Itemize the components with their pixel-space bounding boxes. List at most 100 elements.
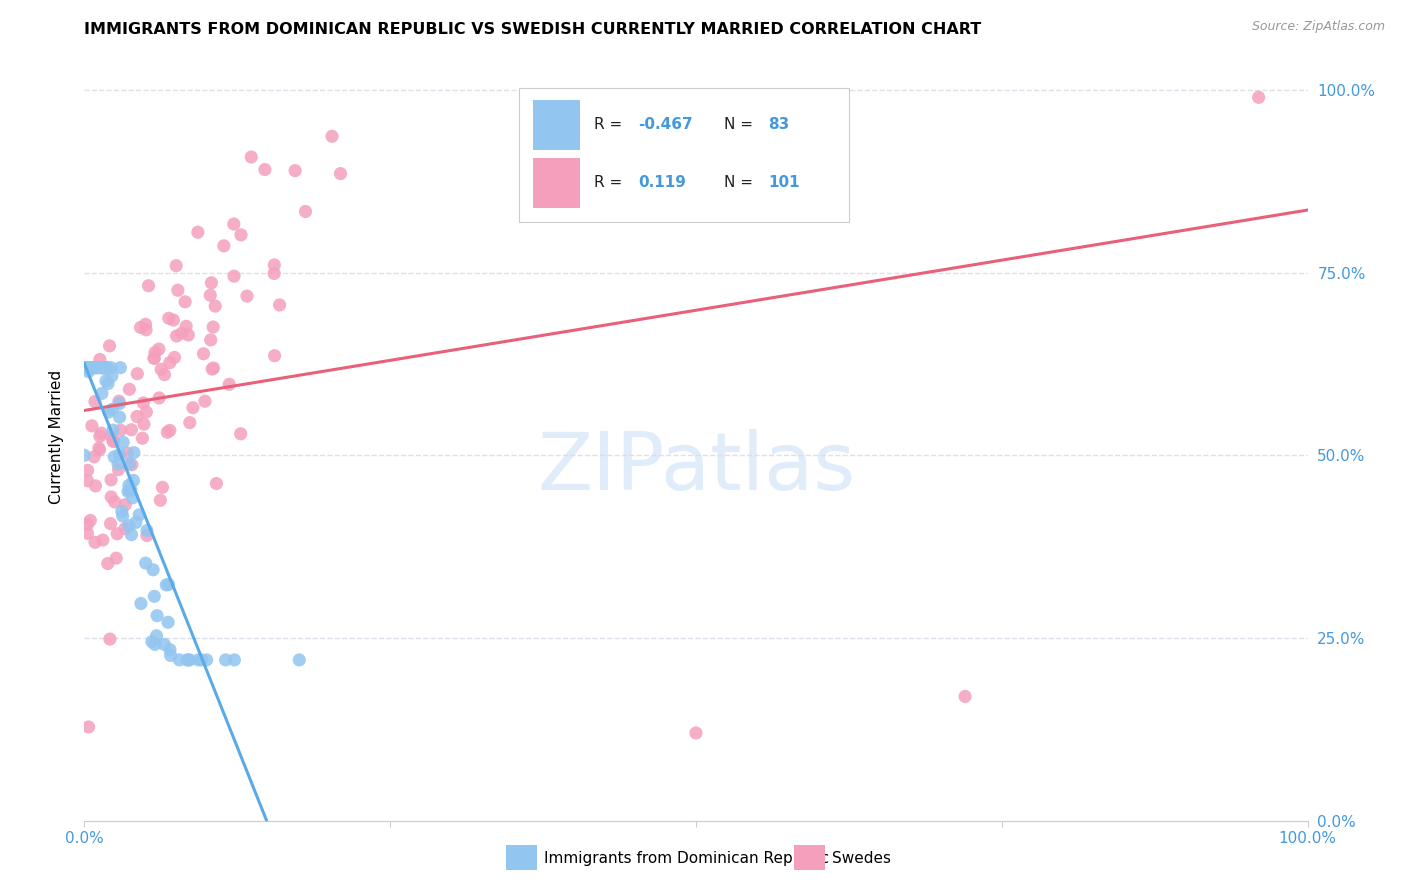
Point [89,442,111,457]
Point [118,382,141,396]
Text: 101: 101 [768,175,800,190]
Point [79,360,101,375]
Point [108,410,131,425]
Point [83,450,105,464]
Point [101,434,124,449]
Point [129,320,152,334]
Point [110,423,132,437]
Point [157,577,180,591]
Point [76,360,98,375]
Point [89,429,111,443]
Point [179,653,201,667]
Text: -0.467: -0.467 [638,118,693,132]
Point [76,517,98,532]
Point [82,360,104,375]
Point [90,360,112,375]
Text: Swedes: Swedes [832,852,891,866]
Point [82,360,104,375]
Point [157,615,180,630]
Point [111,508,134,523]
Point [91,360,114,375]
Point [94,374,117,388]
Point [284,163,307,178]
Point [97,376,120,391]
Point [111,504,134,518]
Point [77,360,100,375]
Point [117,484,139,499]
Point [108,394,131,409]
Point [90,360,112,375]
Point [159,424,181,438]
Point [103,450,125,464]
Point [82,360,104,375]
Point [100,473,122,487]
Point [177,653,200,667]
Point [122,445,145,459]
Point [174,319,197,334]
Point [76,526,98,541]
Point [105,551,128,566]
Point [94,360,117,375]
Point [148,391,170,405]
Text: R =: R = [595,175,627,190]
Point [125,516,148,530]
Point [202,361,225,376]
Point [200,288,222,302]
Point [174,294,197,309]
Point [91,360,114,375]
Point [165,259,187,273]
Point [169,653,191,667]
Point [263,349,285,363]
Point [218,377,240,392]
Point [76,360,98,375]
Point [84,535,107,549]
Point [187,653,209,667]
Point [263,267,285,281]
Point [77,360,100,375]
Point [104,495,127,509]
Point [141,634,163,648]
Point [142,563,165,577]
Point [121,491,143,505]
Point [159,642,181,657]
Point [80,418,103,433]
Point [212,239,235,253]
Point [110,360,132,375]
Point [93,360,115,375]
Point [145,629,167,643]
Point [87,360,110,375]
Point [132,417,155,432]
Point [114,498,136,512]
Point [143,351,166,366]
Point [75,360,97,375]
Point [84,479,107,493]
Point [132,396,155,410]
Point [190,653,212,667]
Point [202,320,225,334]
Point [89,352,111,367]
Point [201,362,224,376]
Point [108,447,131,461]
Point [84,394,107,409]
Point [120,483,142,497]
Point [100,360,122,375]
Point [329,167,352,181]
Point [162,313,184,327]
Text: IMMIGRANTS FROM DOMINICAN REPUBLIC VS SWEDISH CURRENTLY MARRIED CORRELATION CHAR: IMMIGRANTS FROM DOMINICAN REPUBLIC VS SW… [84,22,981,37]
Point [84,360,107,375]
Point [101,423,124,437]
Point [91,533,114,547]
Point [135,405,157,419]
Point [187,225,209,239]
Point [79,513,101,527]
Point [100,516,122,531]
Point [159,356,181,370]
Point [166,329,188,343]
FancyBboxPatch shape [519,88,849,222]
Point [321,129,343,144]
Point [224,653,246,667]
Point [214,653,236,667]
Point [96,360,118,375]
Point [75,360,97,375]
Text: Immigrants from Dominican Republic: Immigrants from Dominican Republic [544,852,830,866]
